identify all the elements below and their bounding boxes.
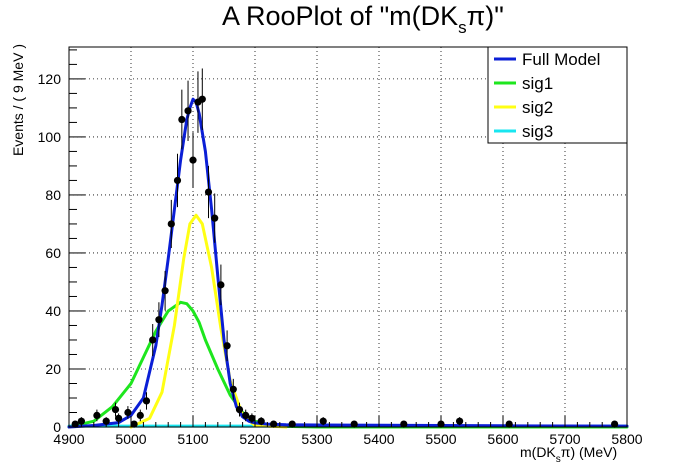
data-point — [248, 414, 256, 422]
data-point — [115, 414, 123, 422]
x-tick-label: 5800 — [611, 431, 642, 447]
y-tick-label: 120 — [38, 71, 62, 87]
y-tick-label: 80 — [45, 187, 61, 203]
data-point — [456, 417, 464, 425]
data-point — [242, 411, 250, 419]
y-tick-label: 20 — [45, 361, 61, 377]
data-point — [211, 214, 219, 222]
x-tick-label: 5300 — [301, 431, 332, 447]
data-point — [161, 287, 169, 295]
data-point — [155, 316, 163, 324]
grid — [69, 47, 627, 427]
data-point — [198, 95, 206, 103]
y-axis-label: Events / ( 9 MeV ) — [10, 44, 26, 156]
data-point — [111, 405, 120, 414]
data-point — [189, 156, 197, 164]
data-point — [102, 417, 110, 425]
y-tick-label: 0 — [53, 419, 61, 435]
x-tick-label: 5000 — [115, 431, 146, 447]
data-point — [178, 115, 186, 124]
x-tick-label: 4900 — [53, 431, 84, 447]
x-tick-label: 5700 — [549, 431, 580, 447]
curve-sig2 — [129, 213, 288, 429]
data-point — [130, 420, 138, 428]
data-point — [270, 420, 278, 428]
data-point — [77, 417, 85, 425]
data-point — [505, 420, 513, 428]
data-point — [124, 408, 132, 417]
x-axis-label: m(DKsπ) (MeV) — [520, 444, 617, 465]
data-point — [184, 107, 192, 115]
axis-ticks: 4900 5000 5100 5200 5300 5400 5500 5600 5700 5800… — [38, 49, 643, 447]
data-point — [235, 405, 244, 414]
data-point — [93, 411, 101, 419]
x-tick-label: 5100 — [177, 431, 208, 447]
legend: Full Model sig1 sig2 sig3 — [487, 46, 628, 144]
legend-box — [487, 46, 628, 144]
data-point — [71, 420, 79, 428]
y-tick-label: 40 — [45, 303, 61, 319]
legend-label: sig2 — [522, 98, 553, 117]
curve-full-model — [67, 97, 629, 429]
data-point — [204, 188, 213, 196]
model-curves — [67, 97, 629, 429]
data-point — [149, 336, 157, 344]
data-point — [217, 281, 225, 289]
data-point — [319, 417, 327, 425]
x-tick-label: 5500 — [425, 431, 456, 447]
chart-title: A RooPlot of "m(DKsπ)" — [222, 1, 504, 37]
x-tick-label: 5600 — [487, 431, 518, 447]
legend-label: sig1 — [522, 74, 553, 93]
legend-label: sig3 — [522, 122, 553, 141]
legend-label: Full Model — [522, 50, 600, 69]
data-points — [71, 68, 619, 428]
data-point — [167, 220, 175, 228]
plot-frame — [68, 46, 628, 428]
data-point — [173, 176, 182, 185]
y-tick-label: 100 — [38, 129, 62, 145]
y-tick-label: 60 — [45, 245, 61, 261]
data-point — [136, 411, 144, 419]
data-point — [229, 385, 237, 393]
data-point — [257, 417, 265, 425]
x-tick-label: 5400 — [363, 431, 394, 447]
data-point — [142, 397, 151, 405]
data-point — [223, 342, 231, 350]
x-tick-label: 5200 — [239, 431, 270, 447]
